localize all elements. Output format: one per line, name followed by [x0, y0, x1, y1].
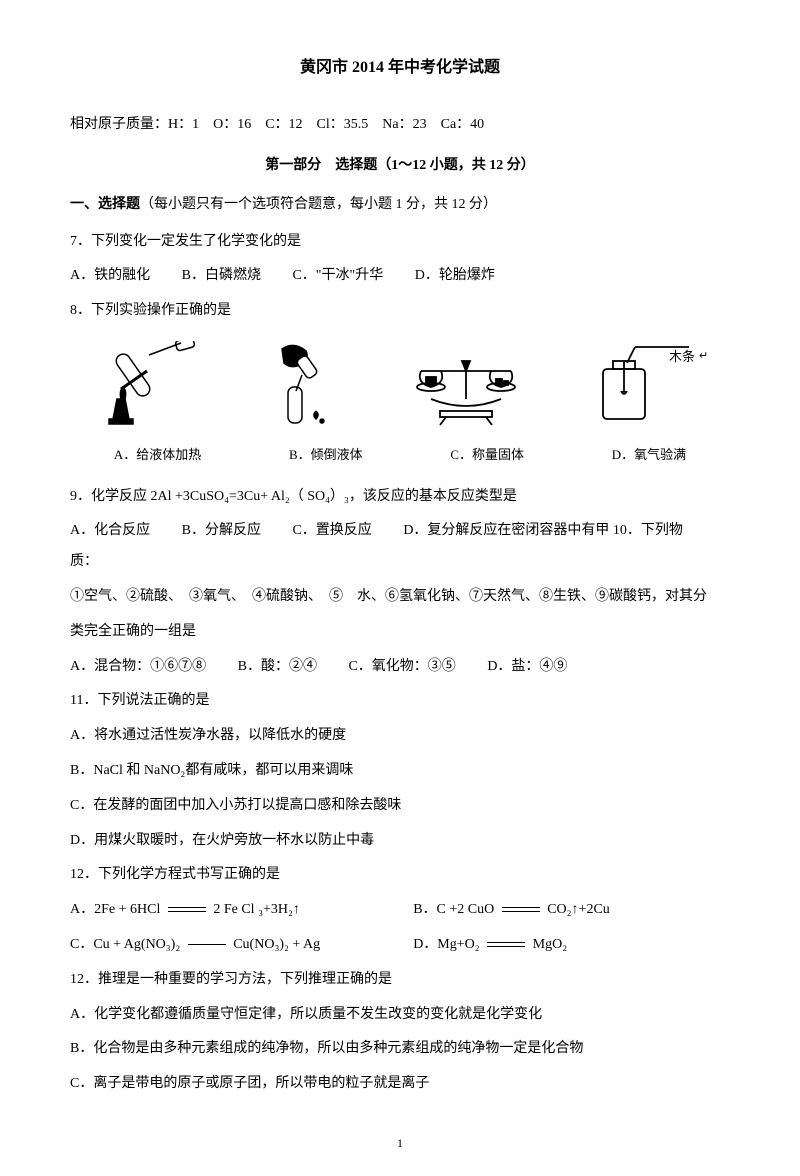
q9-c: C．置换反应 — [292, 523, 371, 538]
q9-d: D．复分解反应在密闭容器中有甲 10．下列物质： — [70, 523, 683, 569]
q11-c: C．在发酵的面团中加入小苏打以提高口感和除去酸味 — [70, 791, 730, 822]
q8-stem: 8．下列实验操作正确的是 — [70, 296, 730, 327]
part-title: 第一部分 选择题（1～12 小题，共 12 分） — [70, 151, 730, 182]
fig-b — [244, 341, 354, 437]
q8-capC: C．称量固体 — [450, 441, 524, 470]
pouring-liquid-icon — [244, 341, 354, 431]
section-note: （每小题只有一个选项符合题意，每小题 1 分，共 12 分） — [140, 197, 497, 212]
q8-capA: A．给液体加热 — [114, 441, 201, 470]
q10-line2: 类完全正确的一组是 — [70, 617, 730, 648]
fig-a — [91, 341, 201, 437]
q12a-d-r: MgO₂ — [533, 937, 567, 952]
page-number: 1 — [70, 1130, 730, 1156]
q8-capB: B．倾倒液体 — [289, 441, 363, 470]
q12b-b: B．化合物是由多种元素组成的纯净物，所以由多种元素组成的纯净物一定是化合物 — [70, 1034, 730, 1065]
q7-c: C．"干冰"升华 — [292, 268, 383, 283]
svg-text:木条: 木条 — [669, 349, 695, 364]
fig-c — [396, 341, 536, 437]
q12a-row2: C．Cu + Ag(NO₃)₂ Cu(NO₃)₂ + Ag D．Mg+O₂ Mg… — [70, 930, 730, 961]
q11-b: B．NaCl 和 NaNO₂都有咸味，都可以用来调味 — [70, 756, 730, 787]
q10-c: C．氧化物：③⑤ — [348, 659, 455, 674]
q11-d: D．用煤火取暖时，在火炉旁放一杯水以防止中毒 — [70, 826, 730, 857]
q9-b: B．分解反应 — [182, 523, 261, 538]
q12a-c-l: C．Cu + Ag(NO₃)₂ — [70, 937, 180, 952]
heating-liquid-icon — [91, 341, 201, 431]
q8-capD: D．氧气验满 — [612, 441, 686, 470]
eq-line-icon — [188, 944, 226, 946]
section-label: 一、选择题 — [70, 197, 140, 212]
q9-a: A．化合反应 — [70, 523, 150, 538]
oxygen-test-icon: 木条 ↵ — [579, 341, 709, 431]
q10-line1: ①空气、②硫酸、 ③氧气、 ④硫酸钠、 ⑤ 水、⑥氢氧化钠、⑦天然气、⑧生铁、⑨… — [70, 582, 730, 613]
section-heading: 一、选择题（每小题只有一个选项符合题意，每小题 1 分，共 12 分） — [70, 190, 730, 221]
q12a-a-pre: A．2Fe + 6HCl — [70, 902, 160, 917]
q7-stem: 7．下列变化一定发生了化学变化的是 — [70, 227, 730, 258]
q8-captions: A．给液体加热 B．倾倒液体 C．称量固体 D．氧气验满 — [70, 441, 730, 470]
q12b-stem: 12．推理是一种重要的学习方法，下列推理正确的是 — [70, 965, 730, 996]
q10-options: A．混合物：①⑥⑦⑧ B．酸：②④ C．氧化物：③⑤ D．盐：④⑨ — [70, 652, 730, 683]
q10-d: D．盐：④⑨ — [487, 659, 567, 674]
q8-figures: 木条 ↵ — [70, 341, 730, 437]
q12a-a: A．2Fe + 6HCl 2 Fe Cl ₃+3H₂↑ — [70, 895, 413, 926]
q12a-c: C．Cu + Ag(NO₃)₂ Cu(NO₃)₂ + Ag — [70, 930, 413, 961]
q12a-b-post: CO₂↑+2Cu — [547, 902, 610, 917]
q12b-a: A．化学变化都遵循质量守恒定律，所以质量不发生改变的变化就是化学变化 — [70, 1000, 730, 1031]
q7-b: B．白磷燃烧 — [182, 268, 261, 283]
q12a-row1: A．2Fe + 6HCl 2 Fe Cl ₃+3H₂↑ B．C +2 CuO C… — [70, 895, 730, 926]
q12a-c-r: Cu(NO₃)₂ + Ag — [233, 937, 320, 952]
q7-options: A．铁的融化 B．白磷燃烧 C．"干冰"升华 D．轮胎爆炸 — [70, 261, 730, 292]
eq-line-icon — [502, 907, 540, 912]
q12a-d-l: D．Mg+O₂ — [413, 937, 479, 952]
q11-stem: 11．下列说法正确的是 — [70, 686, 730, 717]
q11-a: A．将水通过活性炭净水器，以降低水的硬度 — [70, 721, 730, 752]
fig-d: 木条 ↵ — [579, 341, 709, 437]
eq-line-icon — [487, 942, 525, 947]
q9-stem: 9．化学反应 2Al +3CuSO₄=3Cu+ Al₂（ SO₄）₃，该反应的基… — [70, 482, 730, 513]
q12b-c: C．离子是带电的原子或原子团，所以带电的粒子就是离子 — [70, 1069, 730, 1100]
q12a-d: D．Mg+O₂ MgO₂ — [413, 930, 730, 961]
q7-d: D．轮胎爆炸 — [415, 268, 495, 283]
atomic-mass: 相对原子质量：H：1 O：16 C：12 Cl：35.5 Na：23 Ca：40 — [70, 110, 730, 141]
q7-a: A．铁的融化 — [70, 268, 150, 283]
eq-line-icon — [168, 907, 206, 912]
q12a-a-post: 2 Fe Cl ₃+3H₂↑ — [213, 902, 300, 917]
q9-options: A．化合反应 B．分解反应 C．置换反应 D．复分解反应在密闭容器中有甲 10．… — [70, 516, 730, 578]
q10-a: A．混合物：①⑥⑦⑧ — [70, 659, 206, 674]
q12a-b: B．C +2 CuO CO₂↑+2Cu — [413, 895, 730, 926]
q12a-stem: 12．下列化学方程式书写正确的是 — [70, 860, 730, 891]
q10-b: B．酸：②④ — [238, 659, 317, 674]
svg-text:↵: ↵ — [699, 350, 708, 362]
exam-title: 黄冈市 2014 年中考化学试题 — [70, 50, 730, 85]
q12a-b-pre: B．C +2 CuO — [413, 902, 494, 917]
balance-scale-icon — [396, 341, 536, 431]
